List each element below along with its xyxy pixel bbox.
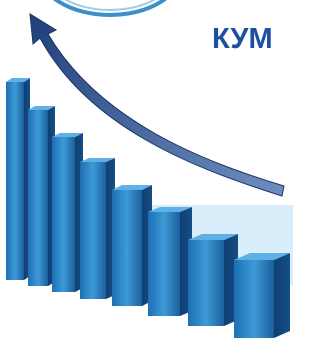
bar — [234, 253, 290, 338]
bar — [6, 78, 30, 280]
bar — [188, 234, 238, 326]
bar — [80, 158, 115, 299]
circle-badge — [38, 0, 182, 15]
illustration: КУМ — [0, 0, 293, 340]
bar — [112, 185, 152, 306]
bar — [28, 106, 55, 286]
title: КУМ — [212, 23, 273, 55]
bar — [148, 207, 192, 316]
page: КУМ (() => { const data = JSON.parse(doc… — [0, 0, 293, 340]
bar — [52, 133, 83, 292]
